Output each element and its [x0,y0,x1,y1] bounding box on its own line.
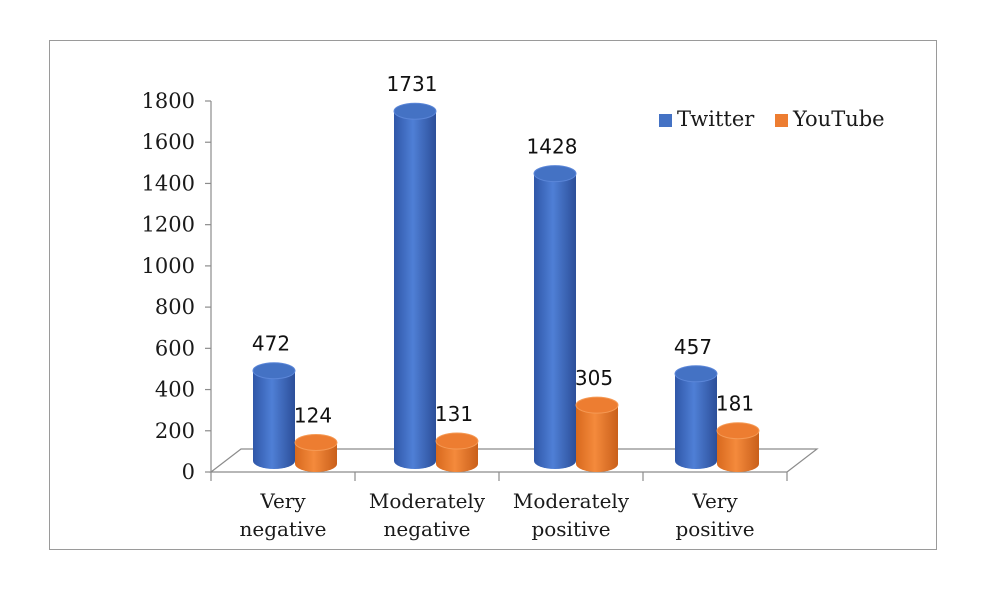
data-label: 457 [674,335,712,359]
y-tick-label: 200 [155,419,195,443]
y-tick-label: 1800 [142,89,195,113]
bar-youtube-0 [294,433,338,472]
data-label: 472 [252,332,290,356]
data-label: 181 [716,392,754,416]
chart-floor [209,448,819,473]
bars [252,102,760,472]
bar-body [576,405,618,472]
bar-body [717,430,759,472]
data-label: 131 [435,402,473,426]
y-tick-label: 1000 [142,254,195,278]
bar-cap [252,362,296,380]
data-label: 1428 [527,135,578,159]
bar-twitter-3 [674,365,718,469]
x-axis: Very negative Moderately negative Moderately… [210,472,788,541]
bar-youtube-2 [575,396,619,472]
category-label: positive [675,517,754,541]
y-tick-label: 800 [155,295,195,319]
bar-body [394,111,436,469]
bar-cap [533,165,577,183]
bar-cap [674,365,718,383]
y-tick-label: 1600 [142,130,195,154]
chart-floor-plane [209,448,819,473]
category-label: positive [531,517,610,541]
bar-body [675,373,717,469]
bar-cap [393,102,437,120]
bar-cap [435,432,479,450]
bar-body [436,440,478,472]
data-label: 124 [294,403,332,427]
category-label: Moderately [513,489,630,513]
y-tick-label: 0 [182,460,195,484]
bar-cap [294,433,338,451]
y-tick-label: 1400 [142,171,195,195]
legend-swatch-twitter [659,114,672,127]
category-label: negative [239,517,326,541]
bar-body [534,173,576,469]
bar-youtube-1 [435,432,479,472]
y-axis: 0 200 400 600 800 1000 1200 1400 1600 1800 [142,89,212,484]
y-tick-label: 600 [155,336,195,360]
legend-label-twitter: Twitter [677,107,755,131]
category-label: Very [691,489,738,513]
legend-swatch-youtube [775,114,788,127]
legend: Twitter YouTube [659,107,885,131]
category-label: Moderately [369,489,486,513]
bar-youtube-3 [716,422,760,472]
category-label: Very [259,489,306,513]
legend-label-youtube: YouTube [792,107,885,131]
y-tick-label: 400 [155,378,195,402]
data-label: 305 [575,366,613,390]
bar-twitter-0 [252,362,296,469]
bar-cap [575,396,619,414]
bar-cap [716,422,760,440]
data-labels: 472 1731 1428 457 124 131 305 181 [252,72,754,427]
bar-body [253,370,295,469]
category-label: negative [383,517,470,541]
bar-twitter-2 [533,165,577,469]
data-label: 1731 [387,72,438,96]
y-tick-label: 1200 [142,213,195,237]
bar-twitter-1 [393,102,437,469]
